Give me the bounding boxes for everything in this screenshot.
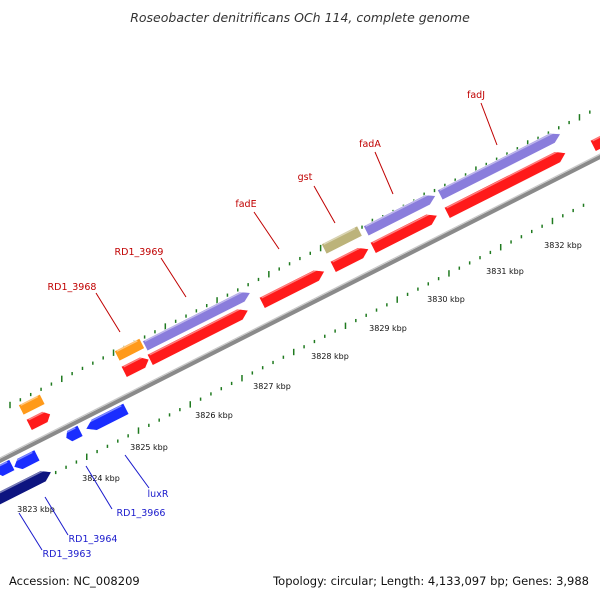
cds-fadj (443, 149, 567, 219)
cds-right-edge-shape (589, 133, 600, 152)
gene-fada-shape (363, 194, 437, 237)
cds-fade (258, 267, 325, 309)
cds-fadj-shine (446, 149, 562, 209)
gene-label: RD1_3964 (69, 534, 118, 545)
gene-luxr-shape (85, 402, 130, 431)
gene-rd1-3966 (65, 425, 84, 442)
gene-left-orange-shape (18, 393, 46, 416)
cds-fada (369, 211, 438, 254)
gene-label-leader (44, 496, 69, 536)
gene-label-leader (18, 512, 43, 551)
cds-fade-shine (261, 267, 320, 299)
gene-rd1-3963-a-shape (0, 459, 16, 477)
cds-rd1-3969-shape (146, 308, 249, 366)
tick-label: 3824 kbp (82, 474, 120, 483)
gene-fadj (437, 130, 561, 201)
cds-left-shine (28, 410, 46, 421)
gene-rd1-3968 (114, 338, 145, 362)
cds-right-edge-shine (592, 133, 600, 142)
cds-fada-shine (372, 211, 433, 244)
gene-rd1-3963-shape (0, 470, 52, 506)
tick-label: 3823 kbp (17, 505, 55, 514)
gene-fadj-shape (437, 132, 561, 201)
map-title: Roseobacter denitrificans OCh 114, compl… (130, 10, 470, 25)
accession-text: Accession: NC_008209 (9, 574, 140, 588)
label-layer: fadJ fadA gst fadE RD1_3969 RD1_3968 luxR RD1_3… (18, 90, 498, 560)
tick-label: 3828 kbp (311, 352, 349, 361)
cds-fada-shape (369, 213, 438, 254)
gene-luxr (85, 402, 130, 431)
gene-rd1-3969-shape (142, 291, 251, 352)
cds-gst (329, 245, 370, 273)
gene-rd1-3966-shine (65, 427, 76, 434)
tick-label: 3832 kbp (544, 241, 582, 250)
gene-fadj-shine (439, 130, 557, 191)
gene-rd1-3968-shine (116, 340, 138, 352)
gene-rd1-3964-shape (13, 449, 41, 470)
gene-rd1-3969-shine (144, 289, 246, 342)
tick-label: 3830 kbp (427, 295, 465, 304)
gene-label: fadE (235, 199, 256, 210)
gene-rd1-3963-shine (0, 468, 47, 496)
gene-label: luxR (148, 489, 169, 500)
gene-fada (363, 192, 437, 237)
cds-fade-shape (258, 269, 325, 309)
gene-label-leader (253, 211, 280, 250)
gene-label-leader (313, 185, 336, 224)
tick-label: 3825 kbp (130, 443, 168, 452)
cds-right-edge (589, 133, 600, 152)
tick-label: 3827 kbp (253, 382, 291, 391)
tick-label: 3831 kbp (486, 267, 524, 276)
gene-label-leader (480, 102, 498, 146)
gene-left-orange (18, 393, 46, 416)
cds-rd1-3969-shine (149, 306, 244, 356)
tick-label: 3826 kbp (195, 411, 233, 420)
gene-luxr-shine (85, 405, 122, 425)
tick-label: 3829 kbp (369, 324, 407, 333)
gene-label: RD1_3969 (115, 247, 164, 258)
genome-summary-text: Topology: circular; Length: 4,133,097 bp… (272, 574, 589, 588)
gene-gst-shape (321, 225, 363, 255)
gene-label: gst (298, 172, 313, 183)
gene-rd1-3963-a (0, 459, 16, 477)
cds-fadj-shape (443, 151, 567, 219)
backbone-line (0, 154, 600, 464)
gene-rd1-3966-shape (65, 425, 84, 442)
gene-rd1-3969 (142, 289, 251, 352)
gene-rd1-3964-shine (13, 451, 33, 463)
cds-gst-shape (329, 247, 370, 273)
gene-label-leader (160, 257, 187, 298)
cds-rd1-3969 (146, 306, 249, 366)
gene-label: RD1_3966 (117, 508, 166, 519)
gene-label-leader (95, 292, 121, 333)
cds-left-shape (25, 411, 51, 431)
gene-label: RD1_3968 (48, 282, 97, 293)
gene-label-leader (124, 454, 150, 489)
gene-label-leader (374, 151, 394, 195)
gene-left-orange-shine (20, 396, 39, 406)
gene-fada-shine (365, 192, 432, 227)
gene-rd1-3963 (0, 468, 52, 506)
gene-label: fadA (359, 139, 381, 150)
cds-rd1-3968-shine (123, 355, 145, 368)
gene-rd1-3964 (13, 449, 41, 470)
gene-rd1-3963-a-shine (0, 461, 8, 469)
gene-label: RD1_3963 (43, 549, 92, 560)
cds-left (25, 410, 51, 431)
backbone-highlight (0, 153, 600, 459)
track-layer: 3823 kbp 3824 kbp 3825 kbp 3826 kbp 3827 kbp… (0, 110, 600, 514)
gene-gst-shine (323, 227, 356, 245)
cds-rd1-3968-shape (120, 356, 150, 378)
gene-label: fadJ (467, 90, 485, 101)
cds-gst-shine (332, 245, 365, 263)
cds-rd1-3968 (120, 355, 150, 378)
gene-gst (321, 225, 363, 255)
gene-label-leader (85, 465, 113, 510)
gene-rd1-3968-shape (114, 338, 145, 362)
